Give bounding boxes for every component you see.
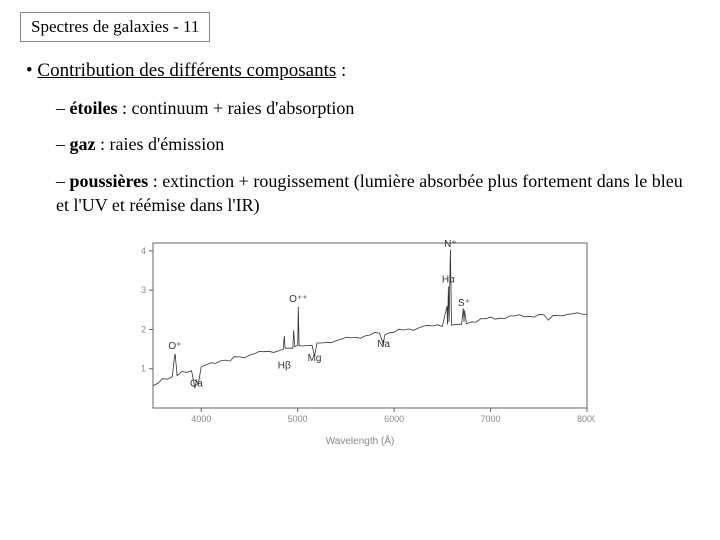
slide-title: Spectres de galaxies - 11 — [31, 17, 199, 36]
svg-text:5000: 5000 — [288, 414, 308, 424]
svg-text:7000: 7000 — [481, 414, 501, 424]
slide-title-box: Spectres de galaxies - 11 — [20, 12, 210, 42]
svg-text:N⁺: N⁺ — [444, 239, 457, 250]
spectrum-svg: 4000 5000 6000 7000 8000 1 2 3 4 O⁺ Ca Hβ O⁺⁺ Mg Na Hα N… — [125, 235, 595, 430]
bullet-text: Contribution des différents composants — [37, 60, 336, 81]
main-bullet: • Contribution des différents composants… — [20, 60, 700, 82]
x-axis-label: Wavelength (Å) — [326, 436, 395, 447]
svg-text:1: 1 — [141, 364, 146, 374]
svg-text:Hα: Hα — [442, 274, 455, 285]
svg-text:3: 3 — [141, 285, 146, 295]
svg-text:4: 4 — [141, 246, 146, 256]
svg-text:Na: Na — [377, 339, 390, 350]
svg-text:4000: 4000 — [191, 414, 211, 424]
svg-text:Ca: Ca — [190, 379, 203, 390]
sub-item-stars: – étoiles : continuum + raies d'absorpti… — [56, 96, 700, 120]
sub-item-dust: – poussières : extinction + rougissement… — [56, 169, 700, 218]
svg-text:Mg: Mg — [308, 353, 322, 364]
svg-text:O⁺⁺: O⁺⁺ — [289, 294, 307, 305]
svg-text:S⁺: S⁺ — [458, 298, 470, 309]
svg-text:6000: 6000 — [384, 414, 404, 424]
svg-text:8000: 8000 — [577, 414, 595, 424]
svg-text:2: 2 — [141, 325, 146, 335]
sub-item-gas: – gaz : raies d'émission — [56, 132, 700, 156]
svg-text:Hβ: Hβ — [278, 361, 291, 372]
spectrum-chart: 4000 5000 6000 7000 8000 1 2 3 4 O⁺ Ca Hβ O⁺⁺ Mg Na Hα N… — [125, 235, 595, 445]
svg-text:O⁺: O⁺ — [168, 341, 181, 352]
